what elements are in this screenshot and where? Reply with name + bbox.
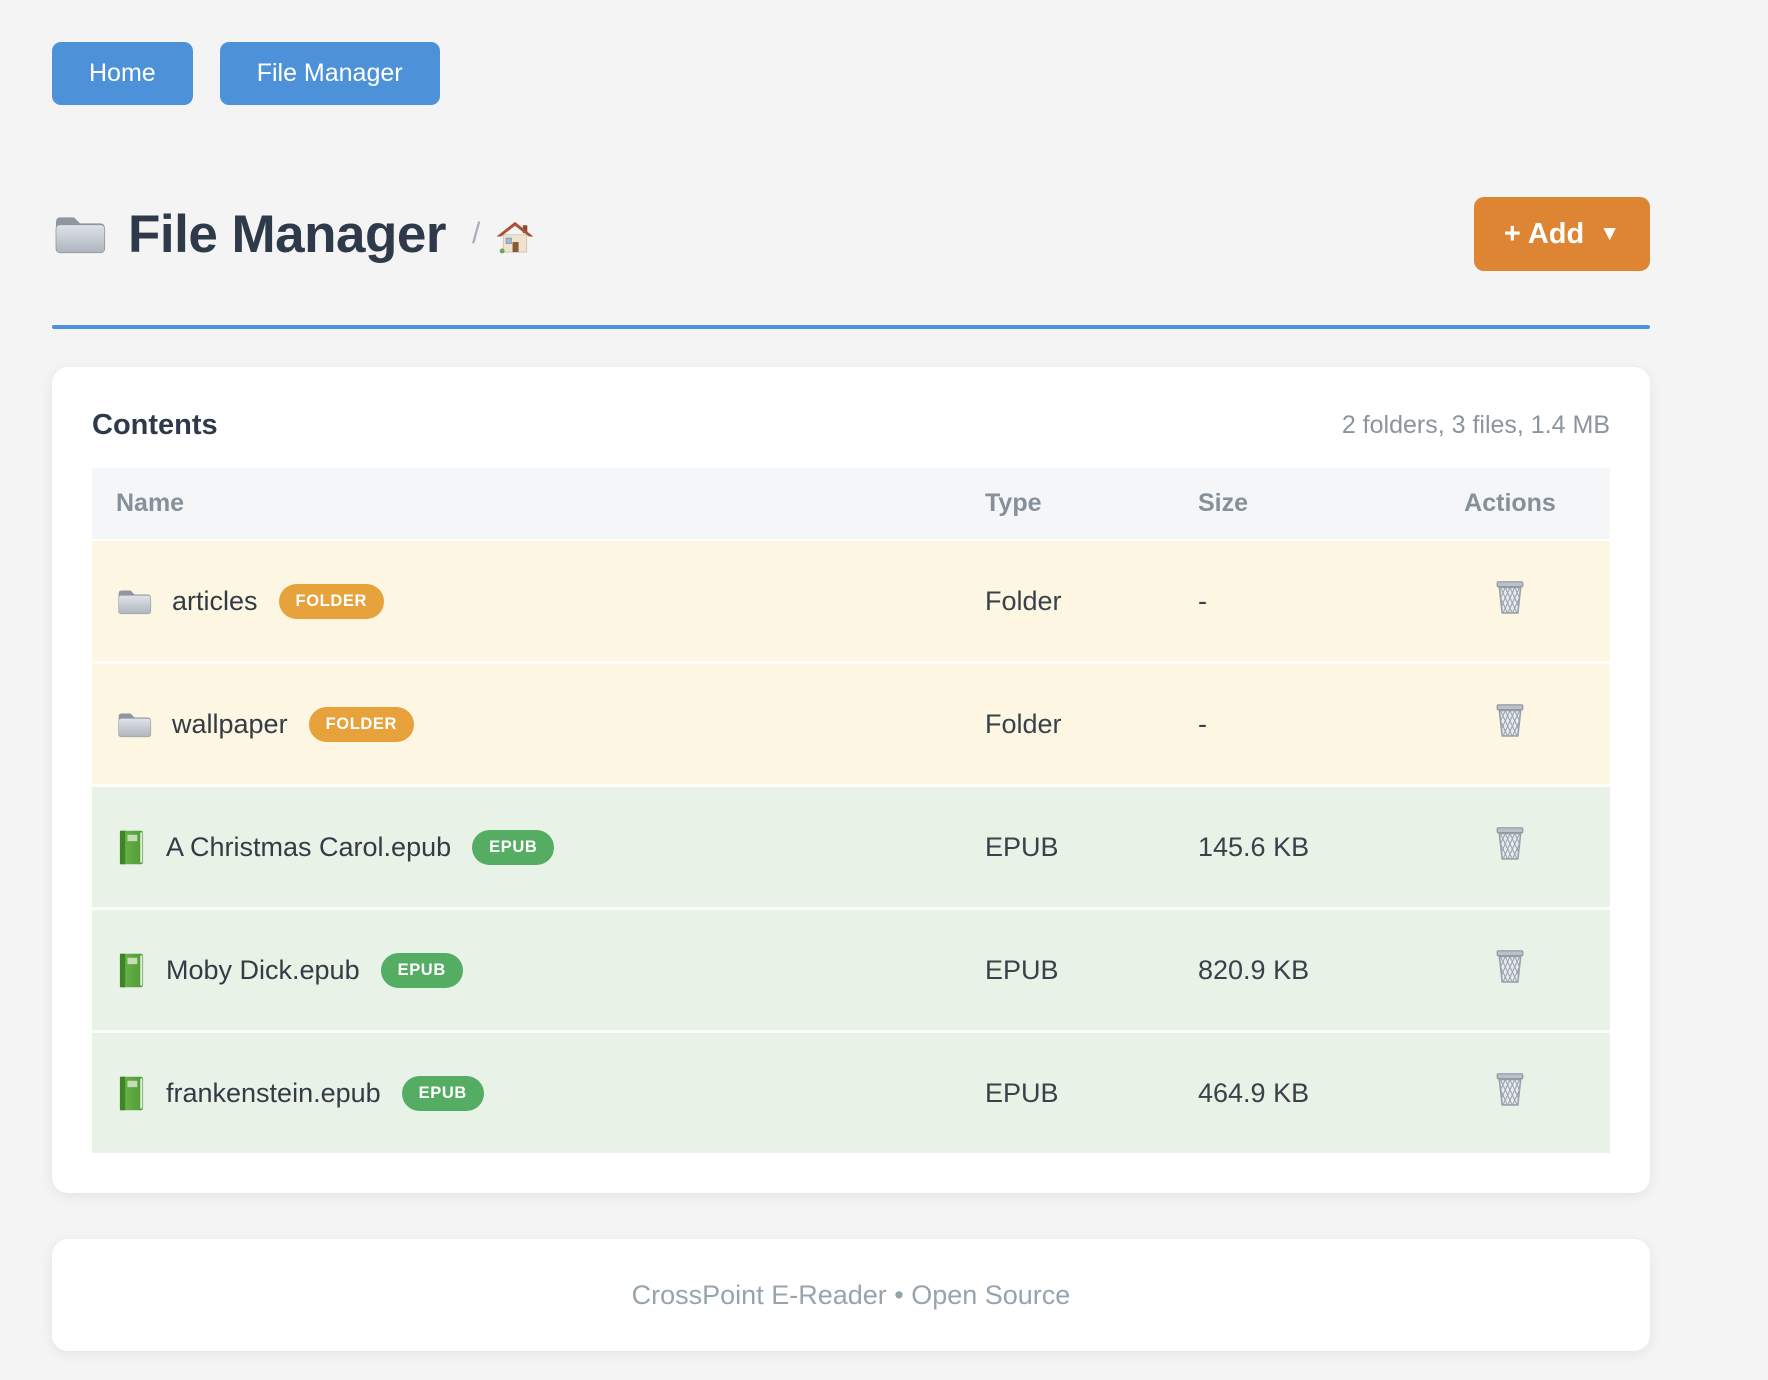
epub-badge: EPUB: [401, 1075, 484, 1111]
table-row-moby-dick[interactable]: Moby Dick.epub EPUB EPUB 820.9 KB: [92, 907, 1610, 1032]
page-header: File Manager / + Add ▼: [52, 197, 1650, 271]
column-header-actions: Actions: [1410, 468, 1610, 541]
delete-button[interactable]: [1492, 701, 1528, 740]
book-icon: [116, 829, 147, 866]
chevron-down-icon: ▼: [1599, 222, 1620, 245]
breadcrumb-separator: /: [471, 217, 481, 250]
footer: CrossPoint E-Reader • Open Source: [52, 1239, 1650, 1351]
table-row-frankenstein[interactable]: frankenstein.epub EPUB EPUB 464.9 KB: [92, 1030, 1610, 1153]
contents-card: Contents 2 folders, 3 files, 1.4 MB Name…: [52, 367, 1650, 1193]
add-button[interactable]: + Add ▼: [1473, 197, 1650, 271]
file-name[interactable]: frankenstein.epub: [166, 1077, 381, 1108]
column-header-size: Size: [1174, 468, 1410, 541]
add-button-label: + Add: [1503, 217, 1585, 250]
column-header-type: Type: [961, 468, 1174, 541]
nav-file-manager-button[interactable]: File Manager: [219, 42, 440, 105]
trash-icon: [1492, 578, 1528, 617]
file-name[interactable]: wallpaper: [172, 708, 288, 739]
folder-icon: [116, 709, 153, 740]
column-header-name: Name: [92, 468, 961, 541]
file-name[interactable]: A Christmas Carol.epub: [166, 831, 452, 862]
file-type: EPUB: [961, 784, 1174, 909]
trash-icon: [1492, 947, 1528, 986]
folder-badge: FOLDER: [308, 706, 415, 742]
contents-table: Name Type Size Actions articles FOLDER F…: [92, 468, 1610, 1153]
file-size: 464.9 KB: [1174, 1030, 1410, 1153]
folder-icon: [116, 586, 153, 617]
folder-icon: [52, 211, 108, 257]
book-icon: [116, 1075, 147, 1112]
epub-badge: EPUB: [380, 952, 463, 988]
file-type: EPUB: [961, 907, 1174, 1032]
table-row-wallpaper[interactable]: wallpaper FOLDER Folder -: [92, 661, 1610, 786]
file-name[interactable]: Moby Dick.epub: [166, 954, 360, 985]
table-row-articles[interactable]: articles FOLDER Folder -: [92, 540, 1610, 663]
contents-summary: 2 folders, 3 files, 1.4 MB: [1341, 411, 1610, 439]
table-row-christmas-carol[interactable]: A Christmas Carol.epub EPUB EPUB 145.6 K…: [92, 784, 1610, 909]
folder-badge: FOLDER: [278, 583, 384, 619]
trash-icon: [1492, 701, 1528, 740]
delete-button[interactable]: [1492, 1070, 1528, 1109]
delete-button[interactable]: [1492, 947, 1528, 986]
file-type: Folder: [961, 540, 1174, 663]
file-size: -: [1174, 661, 1410, 786]
epub-badge: EPUB: [472, 829, 555, 865]
delete-button[interactable]: [1492, 824, 1528, 863]
file-size: 820.9 KB: [1174, 907, 1410, 1032]
book-icon: [116, 952, 147, 989]
header-divider: [52, 325, 1650, 329]
trash-icon: [1492, 824, 1528, 863]
home-icon[interactable]: [496, 214, 534, 254]
top-nav: Home File Manager: [52, 42, 1650, 105]
file-size: 145.6 KB: [1174, 784, 1410, 909]
file-name[interactable]: articles: [172, 585, 258, 616]
footer-text: CrossPoint E-Reader • Open Source: [631, 1279, 1071, 1310]
file-type: Folder: [961, 661, 1174, 786]
table-header-row: Name Type Size Actions: [92, 468, 1610, 541]
contents-heading: Contents: [92, 409, 218, 441]
page-title: File Manager: [128, 204, 446, 264]
delete-button[interactable]: [1492, 578, 1528, 617]
file-size: -: [1174, 540, 1410, 663]
nav-home-button[interactable]: Home: [52, 42, 193, 105]
page: Home File Manager File Manager / + Add ▼…: [52, 0, 1650, 1351]
trash-icon: [1492, 1070, 1528, 1109]
contents-card-header: Contents 2 folders, 3 files, 1.4 MB: [92, 409, 1610, 442]
file-type: EPUB: [961, 1030, 1174, 1153]
title-group: File Manager /: [52, 204, 534, 265]
